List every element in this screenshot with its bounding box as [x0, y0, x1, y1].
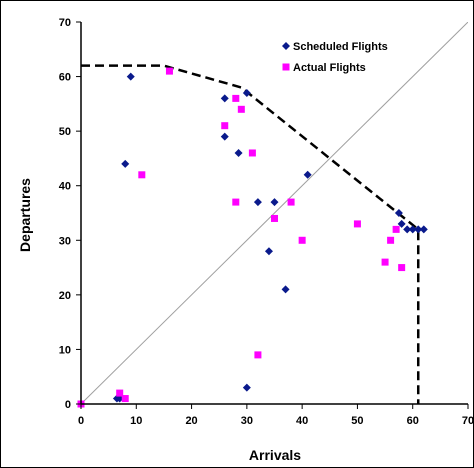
x-tick-label: 50 — [351, 415, 363, 427]
x-tick-label: 40 — [296, 415, 308, 427]
actual-flight-point — [138, 171, 146, 179]
scheduled-flight-point — [403, 225, 412, 234]
y-tick-label: 10 — [59, 344, 71, 356]
y-tick-label: 0 — [65, 399, 71, 411]
actual-flight-point — [221, 122, 229, 130]
x-tick-label: 70 — [462, 415, 474, 427]
x-tick-label: 0 — [78, 415, 84, 427]
actual-flight-point — [298, 236, 306, 244]
legend-label-actual: Actual Flights — [293, 62, 366, 74]
legend-diamond-marker — [282, 42, 290, 50]
actual-flight-point — [237, 105, 245, 113]
y-axis-title: Departures — [17, 178, 33, 252]
scheduled-flight-point — [220, 132, 229, 141]
actual-flight-point — [232, 198, 240, 206]
actual-flight-point — [271, 214, 278, 222]
y-tick-label: 20 — [59, 290, 71, 302]
scheduled-flight-point — [242, 383, 251, 392]
actual-flight-point — [165, 67, 173, 75]
x-tick-label: 20 — [185, 415, 197, 427]
scheduled-flight-point — [281, 285, 290, 294]
actual-flight-point — [116, 389, 124, 397]
x-tick-label: 30 — [241, 415, 253, 427]
actual-flight-point — [232, 94, 240, 102]
scheduled-flight-point — [126, 72, 135, 81]
y-tick-label: 60 — [59, 72, 71, 84]
y-tick-label: 30 — [59, 235, 71, 247]
scheduled-flight-point — [270, 198, 279, 207]
actual-flight-point — [392, 225, 400, 233]
actual-flight-point — [248, 149, 256, 157]
capacity-envelope-line — [81, 64, 420, 404]
x-tick-label: 10 — [130, 415, 142, 427]
actual-flight-point — [387, 236, 395, 244]
x-tick-label: 60 — [407, 415, 419, 427]
scheduled-flight-point — [253, 198, 262, 207]
actual-flight-point — [121, 395, 129, 403]
scheduled-flight-point — [394, 209, 403, 217]
scheduled-flight-point — [121, 159, 130, 168]
legend: Scheduled Flights Actual Flights — [282, 41, 388, 74]
actual-flight-point — [353, 220, 361, 228]
scheduled-flight-point — [419, 225, 428, 234]
x-axis-title: Arrivals — [249, 447, 301, 463]
y-tick-label: 40 — [59, 181, 71, 193]
legend-square-marker — [282, 63, 290, 71]
legend-label-scheduled: Scheduled Flights — [293, 41, 388, 53]
legend-item-actual: Actual Flights — [282, 62, 366, 74]
actual-flight-point — [287, 198, 295, 206]
scheduled-flight-point — [264, 247, 273, 256]
actual-flight-point — [381, 258, 389, 266]
reference-diagonal-line — [81, 22, 468, 404]
scheduled-flight-point — [408, 225, 417, 234]
legend-item-scheduled: Scheduled Flights — [282, 41, 388, 53]
y-tick-label: 50 — [59, 126, 71, 138]
scheduled-flight-point — [220, 94, 229, 103]
scheduled-flight-point — [414, 225, 423, 234]
scheduled-flight-point — [242, 88, 251, 97]
y-tick-label: 70 — [59, 17, 71, 29]
scheduled-flight-point — [303, 170, 312, 179]
scheduled-flight-point — [397, 219, 406, 228]
actual-flight-point — [254, 351, 262, 359]
scheduled-flight-point — [234, 148, 243, 157]
actual-flight-point — [398, 264, 406, 272]
